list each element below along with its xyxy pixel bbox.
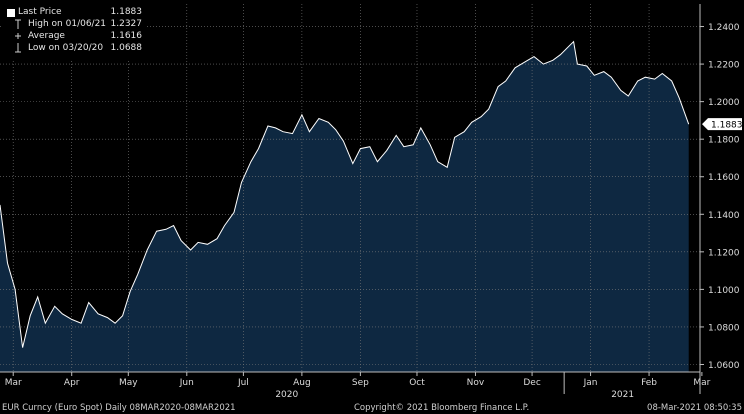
x-tick-label: Jan xyxy=(583,378,598,388)
legend-label: High on 01/06/21 xyxy=(28,19,107,29)
x-tick-label: Mar xyxy=(5,378,22,388)
legend-item-average: Average 1.1616 xyxy=(2,30,146,42)
x-tick-label: Aug xyxy=(293,378,311,388)
x-tick-label: Jul xyxy=(237,378,249,388)
legend-value: 1.1616 xyxy=(110,31,143,41)
legend-value: 1.1883 xyxy=(110,7,143,17)
legend-label: Average xyxy=(28,31,65,41)
y-tick-label: 1.0600 xyxy=(708,361,740,371)
y-tick-label: 1.1000 xyxy=(708,286,740,296)
x-tick-label: Jun xyxy=(179,378,194,388)
last-price-tag xyxy=(702,118,742,131)
x-tick-label: Dec xyxy=(523,378,540,388)
x-year-label: 2020 xyxy=(275,390,298,400)
legend-value: 1.0688 xyxy=(110,43,143,53)
y-tick-label: 1.1800 xyxy=(708,136,740,146)
price-line xyxy=(0,40,690,348)
y-tick-label: 1.2000 xyxy=(708,98,740,108)
y-tick-label: 1.2400 xyxy=(708,23,740,33)
last-price-tag-label: 1.1883 xyxy=(711,121,743,131)
cross-marker-icon xyxy=(15,33,21,39)
low-marker-icon xyxy=(15,43,21,53)
x-tick-label: Apr xyxy=(64,378,80,388)
footer-copyright: Copyright© 2021 Bloomberg Finance L.P. xyxy=(354,403,530,413)
x-tick-label: Mar xyxy=(693,378,710,388)
legend-label: Low on 03/20/20 xyxy=(28,43,104,53)
legend-item-high: High on 01/06/21 1.2327 xyxy=(2,18,146,30)
footer-timestamp: 08-Mar-2021 08:50:35 xyxy=(647,403,742,413)
filled-square-icon xyxy=(6,8,16,18)
chart-footer: EUR Curncy (Euro Spot) Daily 08MAR2020-0… xyxy=(0,402,744,414)
legend-item-last-price: Last Price 1.1883 xyxy=(2,6,146,18)
price-area xyxy=(0,41,689,372)
y-tick-label: 1.1400 xyxy=(708,211,740,221)
y-tick-label: 1.1600 xyxy=(708,173,740,183)
x-year-label: 2021 xyxy=(611,390,634,400)
legend-label: Last Price xyxy=(18,7,62,17)
footer-ticker-info: EUR Curncy (Euro Spot) Daily 08MAR2020-0… xyxy=(2,403,236,413)
x-tick-label: May xyxy=(119,378,138,388)
x-tick-label: Nov xyxy=(467,378,485,388)
y-tick-label: 1.0800 xyxy=(708,323,740,333)
chart-legend: Last Price 1.1883 High on 01/06/21 1.232… xyxy=(2,4,146,60)
legend-item-low: Low on 03/20/20 1.0688 xyxy=(2,42,146,54)
high-marker-icon xyxy=(15,19,21,29)
legend-value: 1.2327 xyxy=(110,19,143,29)
x-tick-label: Feb xyxy=(641,378,657,388)
x-tick-label: Sep xyxy=(352,378,369,388)
y-tick-label: 1.1200 xyxy=(708,248,740,258)
x-tick-label: Oct xyxy=(409,378,425,388)
y-tick-label: 1.2200 xyxy=(708,61,740,71)
